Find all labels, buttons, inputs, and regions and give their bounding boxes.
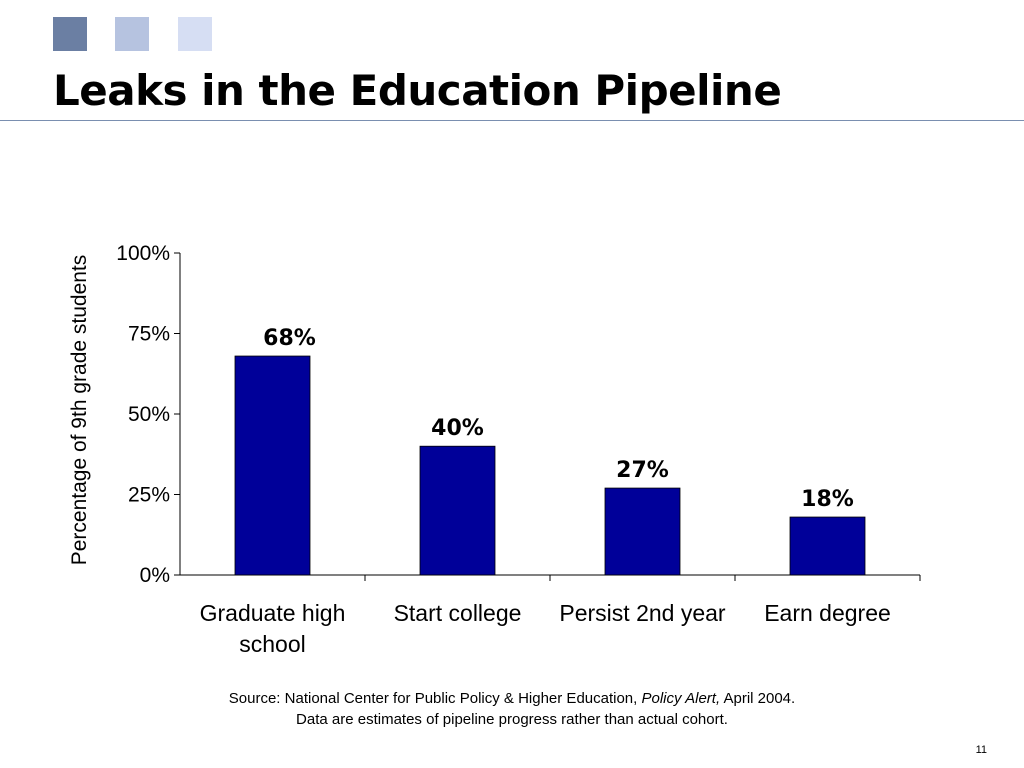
category-label: Graduate high school (200, 600, 346, 657)
source-note: Source: National Center for Public Polic… (0, 688, 1024, 730)
slide-title: Leaks in the Education Pipeline (53, 66, 782, 115)
decor-square-light (178, 17, 212, 51)
category-label-line: Graduate high (200, 600, 346, 626)
y-axis-label: Percentage of 9th grade students (68, 255, 91, 566)
bar (234, 355, 311, 576)
bar-chart: 0% 25% 50% 75% 100% Percentage of 9th grade s… (68, 242, 921, 657)
decor-square-mid (115, 17, 149, 51)
decor-square-dark (53, 17, 87, 51)
y-tick-label: 75% (128, 323, 170, 346)
bar (789, 516, 866, 576)
data-label: 40% (431, 416, 484, 441)
page-number: 11 (975, 744, 987, 756)
category-label: Start college (394, 600, 522, 626)
source-suffix: April 2004. (720, 690, 796, 707)
source-prefix: Source: National Center for Public Polic… (228, 690, 642, 707)
category-label: Earn degree (764, 600, 891, 626)
bar (419, 445, 496, 576)
y-tick-label: 50% (128, 403, 170, 426)
y-tick-label: 0% (140, 564, 170, 587)
data-label: 27% (616, 458, 669, 483)
category-label-line: Persist 2nd year (559, 600, 726, 626)
data-label: 18% (801, 487, 854, 512)
category-label-line: Earn degree (764, 600, 891, 626)
title-divider (0, 120, 1024, 121)
bar (604, 487, 681, 576)
data-label: 68% (263, 326, 316, 351)
category-label: Persist 2nd year (559, 600, 726, 626)
source-disclaimer: Data are estimates of pipeline progress … (296, 711, 728, 728)
source-publication: Policy Alert, (641, 690, 721, 707)
category-label-line: Start college (394, 600, 522, 626)
category-label-line: school (239, 631, 305, 657)
y-tick-label: 100% (116, 242, 170, 265)
y-tick-label: 25% (128, 484, 170, 507)
